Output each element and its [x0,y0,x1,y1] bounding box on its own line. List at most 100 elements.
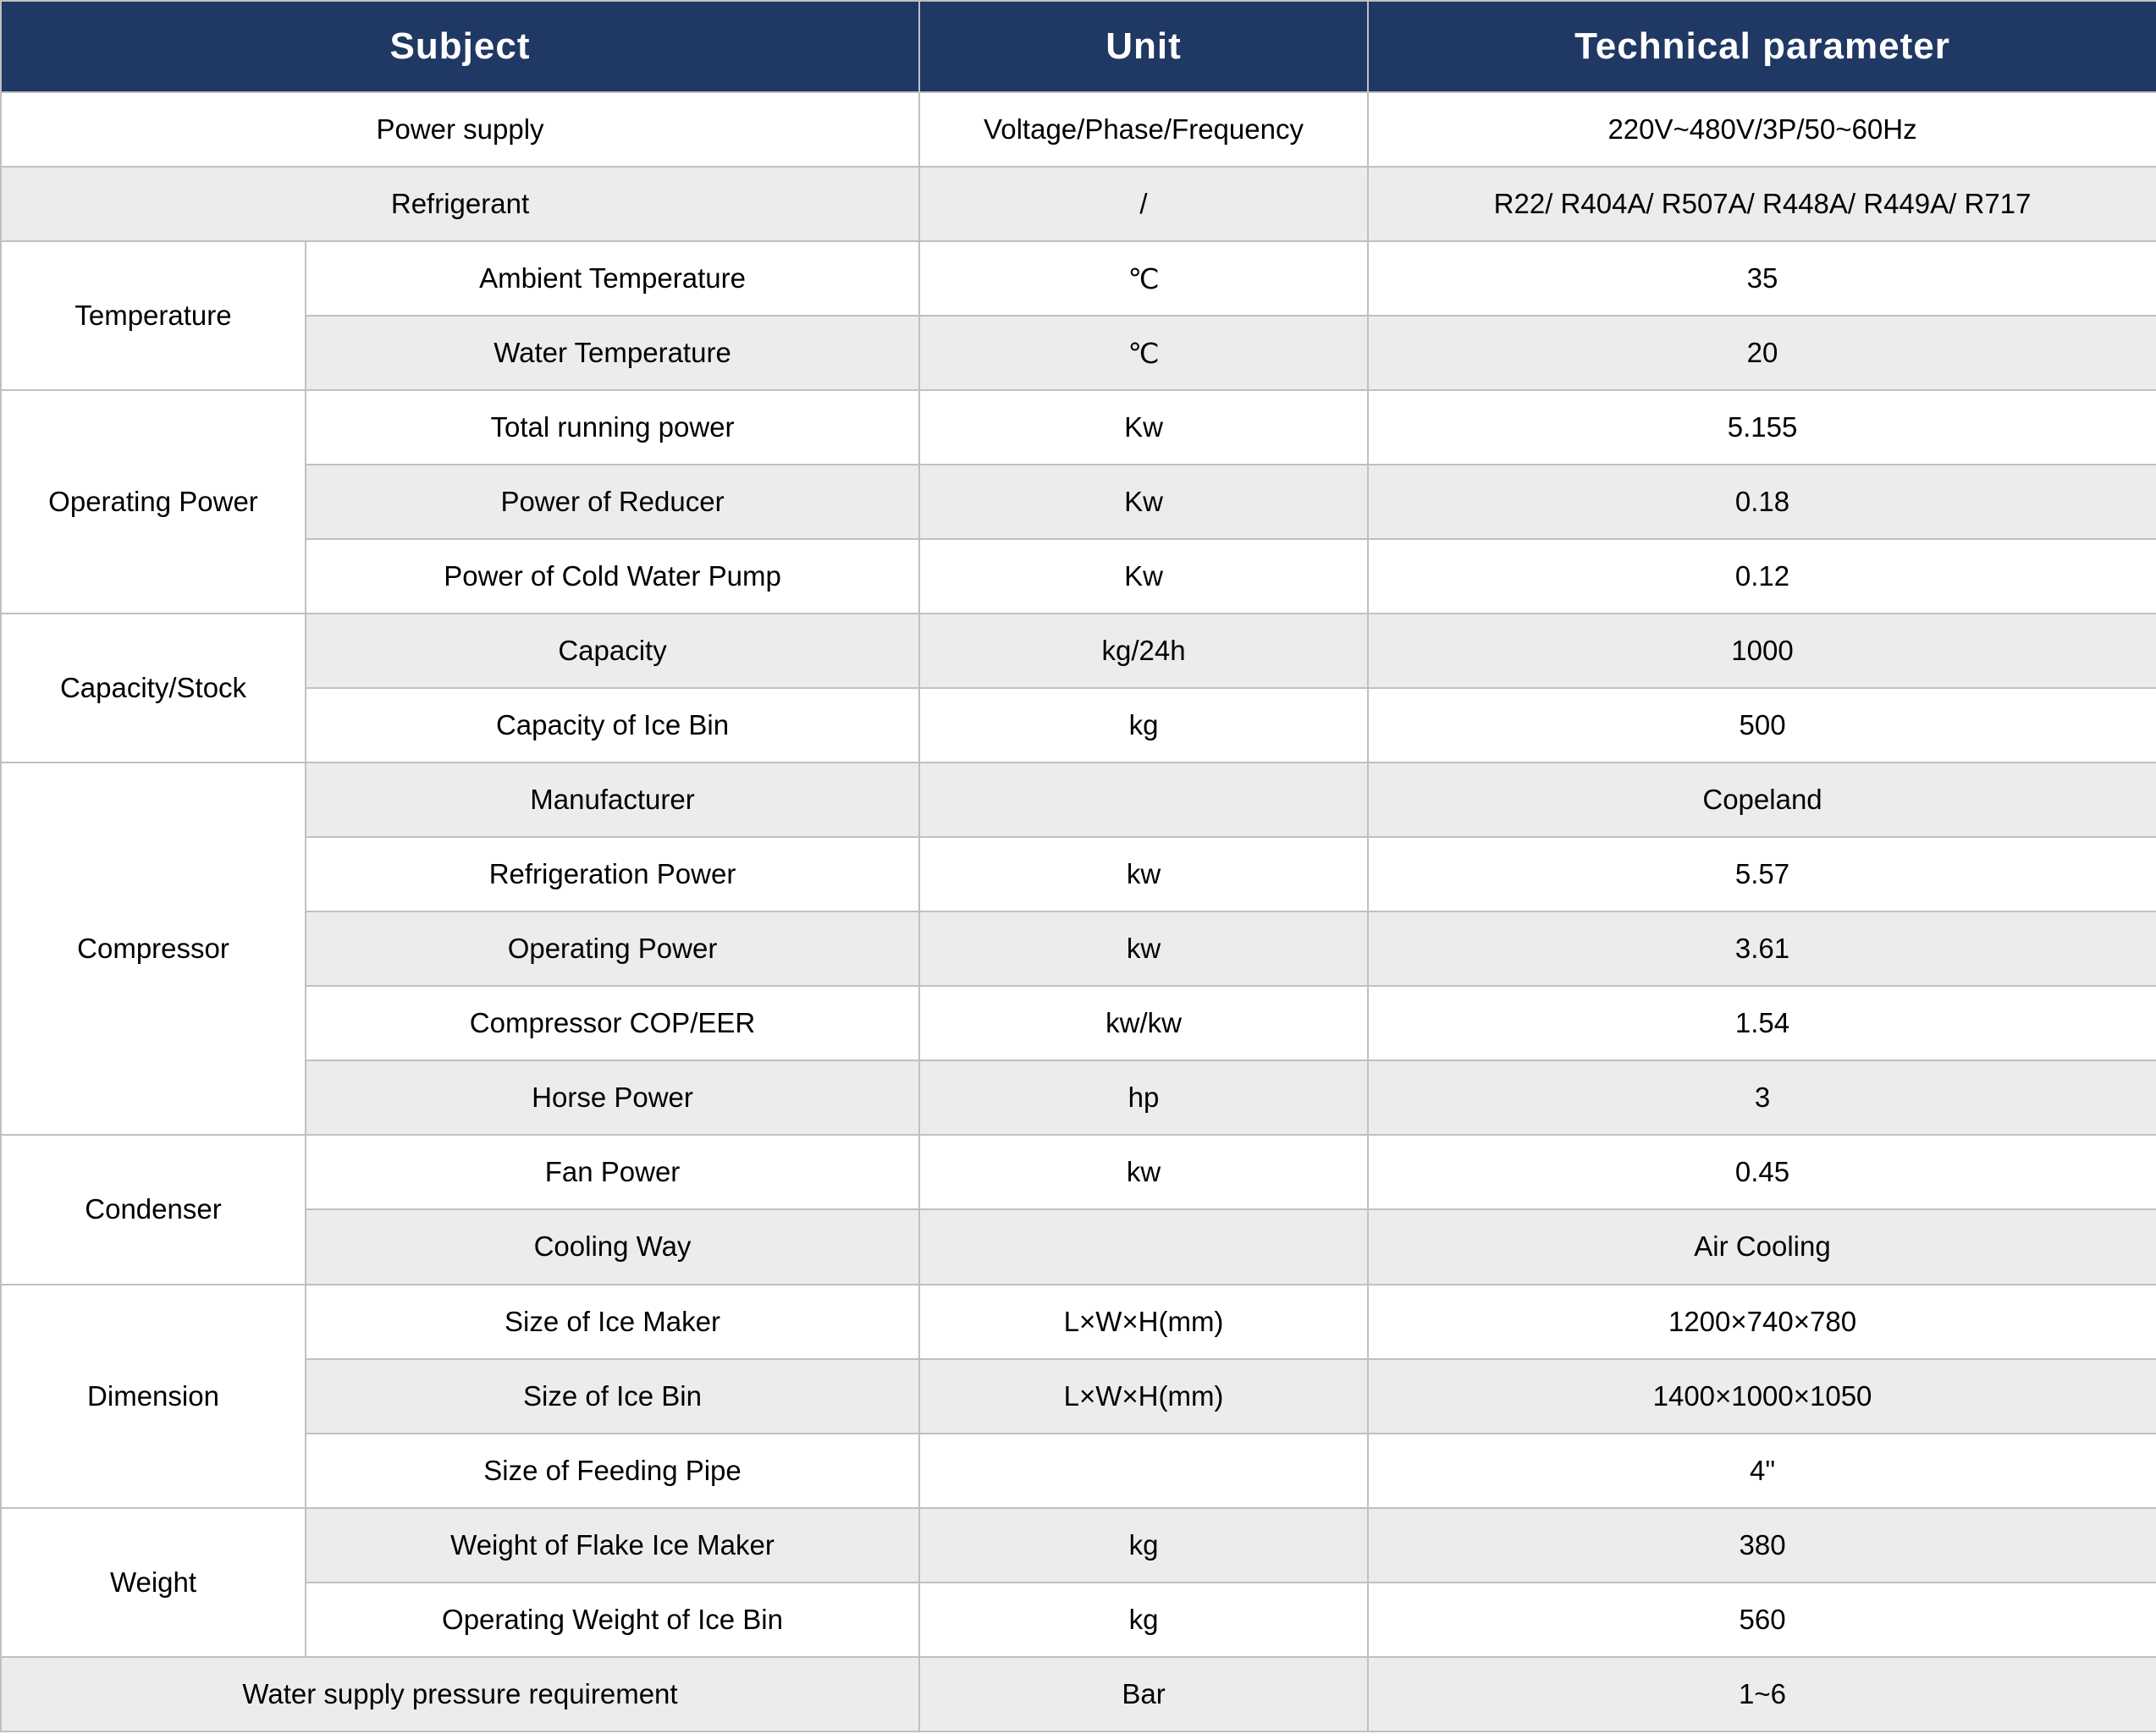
subject-group-cell: Compressor [0,762,306,1137]
parameter-value-cell: 1400×1000×1050 [1367,1357,2156,1434]
header-cell-parameter: Technical parameter [1367,0,2156,93]
table-row: Refrigerant / R22/ R404A/ R507A/ R448A/ R4… [0,166,2156,243]
subject-cell: Capacity of Ice Bin [304,687,921,764]
subject-cell: Ambient Temperature [304,240,921,317]
unit-cell: kg/24h [918,613,1370,690]
unit-cell: kg [918,687,1370,764]
table-row: Power of Cold Water Pump Kw 0.12 [1,538,2156,615]
unit-cell: kw [918,836,1370,913]
subject-cell: Size of Ice Bin [304,1357,921,1434]
header-cell-unit: Unit [918,0,1370,93]
subject-cell: Operating Power [304,911,921,988]
subject-cell: Water Temperature [304,315,921,392]
table-row: Refrigeration Power kw 5.57 [1,836,2156,913]
table-header: Subject Unit Technical parameter [0,0,2156,93]
table-row: Temperature Ambient Temperature ℃ 35 [0,240,2156,392]
table-row: Cooling Way Air Cooling [1,1208,2156,1285]
unit-cell: Kw [918,389,1370,466]
unit-cell: hp [918,1060,1370,1137]
subject-cell: Horse Power [304,1060,921,1137]
parameter-value-cell: 0.18 [1367,464,2156,541]
header-row: Subject Unit Technical parameter [0,0,2156,93]
subject-cell: Cooling Way [304,1208,921,1285]
unit-cell: L×W×H(mm) [918,1357,1370,1434]
subject-cell: Capacity [304,613,921,690]
table-row: Compressor COP/EER kw/kw 1.54 [1,985,2156,1062]
subject-cell: Size of Feeding Pipe [304,1432,921,1509]
unit-cell: kw [918,911,1370,988]
table-row: Condenser Fan Power kw 0.45 [0,1134,2156,1285]
parameter-value-cell: 220V~480V/3P/50~60Hz [1367,91,2156,168]
subject-group-cell: Capacity/Stock [0,613,306,764]
parameter-value-cell: 1~6 [1367,1655,2156,1733]
unit-cell: ℃ [918,240,1370,317]
table-row: Horse Power hp 3 [1,1060,2156,1137]
table-row: Weight Weight of Flake Ice Maker kg 380 [0,1506,2156,1658]
parameter-value-cell: 35 [1367,240,2156,317]
parameter-value-cell: 0.45 [1367,1134,2156,1211]
subject-group-cell: Operating Power [0,389,306,615]
table-row: Operating Power Total running power Kw 5.15… [0,389,2156,615]
unit-cell: / [918,166,1370,243]
subject-cell: Water supply pressure requirement [0,1655,921,1733]
subject-group-cell: Weight [0,1506,306,1658]
table-row: Dimension Size of Ice Maker L×W×H(mm) 1200×… [0,1283,2156,1509]
subject-cell: Weight of Flake Ice Maker [304,1506,921,1583]
parameter-value-cell: 1200×740×780 [1367,1283,2156,1360]
subject-cell: Power supply [0,91,921,168]
subject-group-cell: Temperature [0,240,306,392]
parameter-value-cell: 5.57 [1367,836,2156,913]
unit-cell: kg [918,1581,1370,1658]
parameter-value-cell: 380 [1367,1506,2156,1583]
subject-cell: Size of Ice Maker [304,1283,921,1360]
parameter-value-cell: 1000 [1367,613,2156,690]
parameter-value-cell: 560 [1367,1581,2156,1658]
parameter-value-cell: Air Cooling [1367,1208,2156,1285]
parameter-value-cell: 0.12 [1367,538,2156,615]
unit-cell: ℃ [918,315,1370,392]
subject-cell: Operating Weight of Ice Bin [304,1581,921,1658]
unit-cell: kw [918,1134,1370,1211]
table-row: Compressor Manufacturer Copeland [0,762,2156,1137]
subject-cell: Fan Power [304,1134,921,1211]
subject-cell: Power of Reducer [304,464,921,541]
parameter-value-cell: 20 [1367,315,2156,392]
parameter-value-cell: 5.155 [1367,389,2156,466]
subject-group-cell: Dimension [0,1283,306,1509]
unit-cell [918,762,1370,839]
table-row: Operating Power kw 3.61 [1,911,2156,988]
subject-cell: Manufacturer [304,762,921,839]
unit-cell: L×W×H(mm) [918,1283,1370,1360]
subject-cell: Refrigerant [0,166,921,243]
unit-cell [918,1432,1370,1509]
unit-cell: kw/kw [918,985,1370,1062]
table-row: Power of Reducer Kw 0.18 [1,464,2156,541]
subject-cell: Refrigeration Power [304,836,921,913]
subject-cell: Total running power [304,389,921,466]
parameter-value-cell: 500 [1367,687,2156,764]
table-row: Capacity of Ice Bin kg 500 [1,687,2156,764]
table-row: Power supply Voltage/Phase/Frequency 220V~… [0,91,2156,168]
table-row: Size of Feeding Pipe 4" [1,1432,2156,1509]
header-cell-subject: Subject [0,0,921,93]
unit-cell: Kw [918,464,1370,541]
unit-cell: Bar [918,1655,1370,1733]
table-row: Water supply pressure requirement Bar 1~6 [0,1655,2156,1733]
table-row: Water Temperature ℃ 20 [1,315,2156,392]
subject-cell: Power of Cold Water Pump [304,538,921,615]
table-body: Power supply Voltage/Phase/Frequency 220V~… [0,91,2156,1733]
unit-cell: Kw [918,538,1370,615]
unit-cell: kg [918,1506,1370,1583]
table-row: Size of Ice Bin L×W×H(mm) 1400×1000×1050 [1,1357,2156,1434]
unit-cell [918,1208,1370,1285]
parameter-value-cell: 4" [1367,1432,2156,1509]
subject-cell: Compressor COP/EER [304,985,921,1062]
parameter-value-cell: 3.61 [1367,911,2156,988]
parameter-value-cell: 1.54 [1367,985,2156,1062]
unit-cell: Voltage/Phase/Frequency [918,91,1370,168]
subject-group-cell: Condenser [0,1134,306,1285]
parameter-value-cell: Copeland [1367,762,2156,839]
parameter-value-cell: 3 [1367,1060,2156,1137]
